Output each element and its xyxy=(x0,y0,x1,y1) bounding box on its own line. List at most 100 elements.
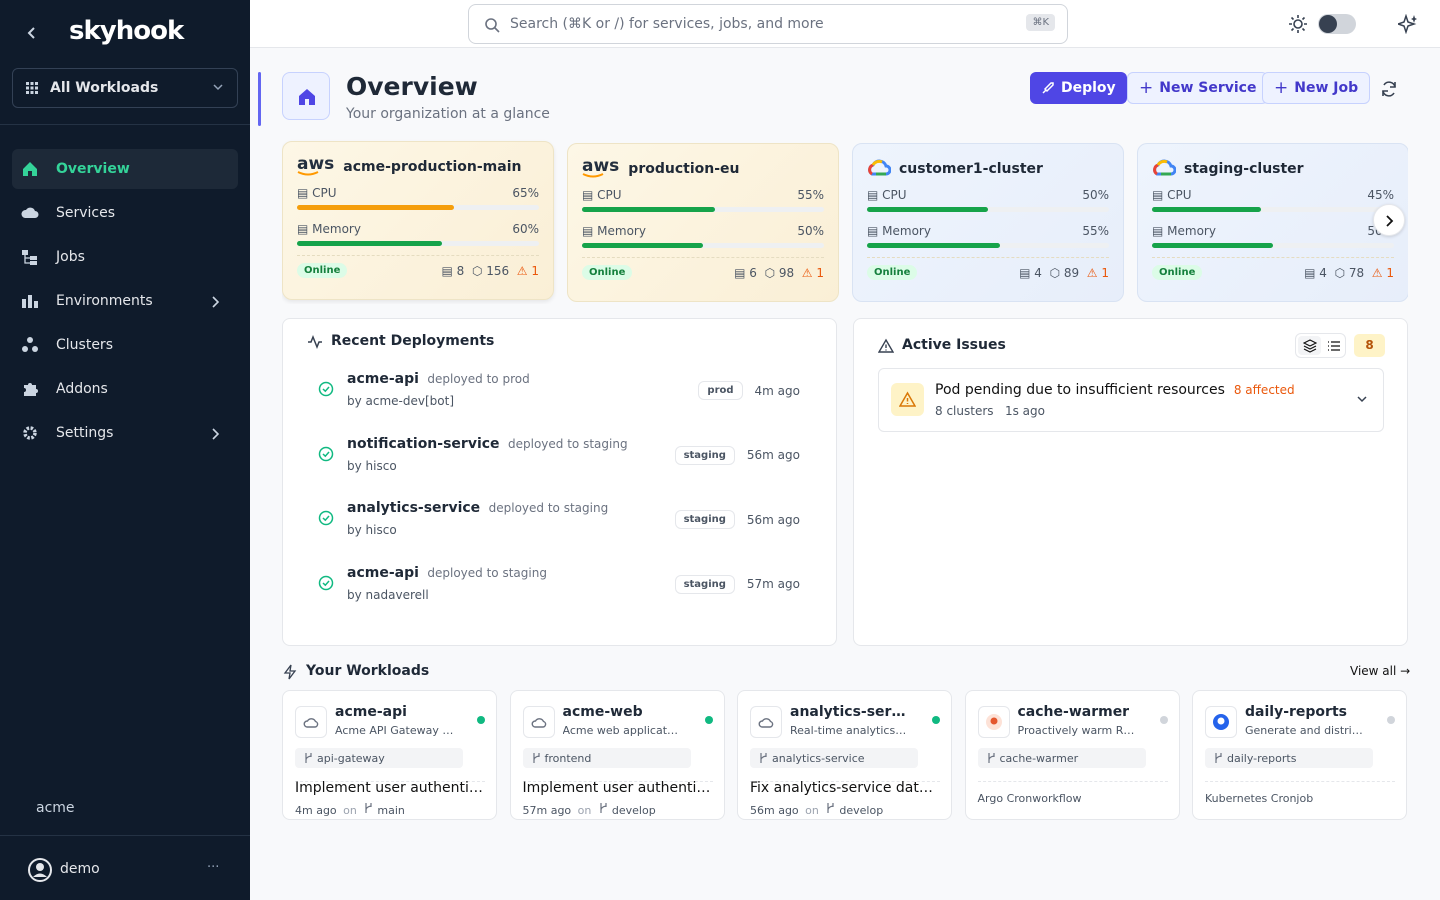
environment-tag: prod xyxy=(707,385,734,396)
commit-on: on xyxy=(805,804,819,817)
nav-item[interactable]: Addons xyxy=(12,369,238,409)
theme-icon xyxy=(1289,15,1307,33)
metric-value: 65% xyxy=(512,186,539,200)
deploy-action: deployed to staging xyxy=(508,436,628,451)
provider-logo: aws xyxy=(297,154,335,174)
deployed-by: by hisco xyxy=(347,458,397,473)
issue-clusters: 8 clusters xyxy=(935,404,994,418)
workload-card[interactable]: analytics-ser… Real-time analytics… anal… xyxy=(737,690,952,820)
metric-value: 50% xyxy=(1082,188,1109,202)
deployment-row[interactable]: acme-api deployed to prod by acme-dev[bo… xyxy=(283,369,836,415)
workload-description: Proactively warm R… xyxy=(1017,724,1135,737)
issue-time: 1s ago xyxy=(1004,404,1045,418)
user-menu[interactable]: ··· xyxy=(207,860,220,875)
workload-card[interactable]: cache-warmer Proactively warm R… cache-w… xyxy=(964,690,1180,820)
metric-label: CPU xyxy=(1167,188,1192,202)
cluster-name: production-eu xyxy=(628,161,740,177)
refresh-button[interactable] xyxy=(1380,80,1398,98)
deploy-action: deployed to staging xyxy=(488,501,609,515)
workload-card[interactable]: daily-reports Generate and distri… daily… xyxy=(1192,690,1407,820)
deployment-row[interactable]: acme-api deployed to staging by nadavere… xyxy=(283,563,836,609)
nav-item[interactable]: Environments xyxy=(12,281,238,321)
deployed-by: by acme-dev[bot] xyxy=(347,394,455,408)
usage-bar xyxy=(297,241,443,246)
nav-item[interactable]: Services xyxy=(12,193,238,233)
search-box[interactable]: Search (⌘K or /) for services, jobs, and… xyxy=(468,4,1068,44)
deployed-by: by nadaverell xyxy=(347,587,429,602)
service-name: analytics-service xyxy=(347,500,481,516)
usage-bar xyxy=(582,243,703,248)
nav-label: Clusters xyxy=(56,337,113,353)
issue-row[interactable]: Pod pending due to insufficient resource… xyxy=(878,368,1384,432)
nav-item[interactable]: Clusters xyxy=(12,325,238,365)
sidebar: skyhook All Workloads Overview Services Jo… xyxy=(0,0,250,900)
cluster-carousel: aws acme-production-main ▤ CPU 65% ▤ Memor… xyxy=(282,138,1408,304)
pod-count: 78 xyxy=(1348,265,1365,280)
workload-card[interactable]: acme-api Acme API Gateway … api-gateway … xyxy=(282,690,497,820)
nav-item[interactable]: Jobs xyxy=(12,237,238,277)
workload-card[interactable]: acme-web Acme web applicat… frontend Imp… xyxy=(509,690,725,820)
nav-label: Overview xyxy=(56,161,130,177)
repo-tag: api-gateway xyxy=(317,751,385,765)
deploy-time: 56m ago xyxy=(746,448,800,462)
page-icon xyxy=(282,72,330,120)
metric-label: CPU xyxy=(312,186,337,200)
deploy-time: 4m ago xyxy=(754,383,800,398)
deployment-row[interactable]: analytics-service deployed to staging by… xyxy=(283,498,836,544)
user-name[interactable]: demo xyxy=(60,861,100,877)
new-service-button[interactable]: + New Service xyxy=(1127,72,1269,104)
provider-logo: aws xyxy=(582,156,620,176)
pod-count: 156 xyxy=(486,263,510,278)
warning-count: 1 xyxy=(816,265,824,280)
panel-title: Recent Deployments xyxy=(331,333,495,349)
org-select[interactable]: acme xyxy=(18,800,75,816)
theme-toggle[interactable] xyxy=(1318,14,1356,34)
org-name: acme xyxy=(36,800,75,816)
branch-name: develop xyxy=(839,804,884,817)
service-name: acme-api xyxy=(347,371,419,387)
view-toggle[interactable] xyxy=(1295,333,1346,358)
search-shortcut: ⌘K xyxy=(1026,14,1055,31)
workload-description: Acme web applicat… xyxy=(562,724,679,737)
user-avatar xyxy=(28,858,52,882)
commit-message: Implement user authenticat… xyxy=(522,780,713,796)
deploy-action: deployed to prod xyxy=(427,372,530,386)
workspace-select[interactable]: All Workloads xyxy=(12,68,238,108)
status-badge: Online xyxy=(874,267,911,278)
deploy-button[interactable]: Deploy xyxy=(1030,72,1127,104)
link-label: View all xyxy=(1350,664,1397,678)
issue-affected: 8 affected xyxy=(1233,383,1295,397)
carousel-next[interactable] xyxy=(1373,204,1405,236)
cluster-card[interactable]: customer1-cluster ▤ CPU 50% ▤ Memory 55% O… xyxy=(852,143,1124,302)
node-count: 4 xyxy=(1319,265,1327,280)
button-label: New Job xyxy=(1294,80,1359,96)
nav-item[interactable]: Settings xyxy=(12,413,238,453)
workload-name: daily-reports xyxy=(1245,704,1347,720)
cluster-card[interactable]: aws production-eu ▤ CPU 55% ▤ Memory 50% On… xyxy=(567,143,839,302)
search-placeholder: Search (⌘K or /) for services, jobs, and… xyxy=(510,16,824,32)
ai-button[interactable] xyxy=(1398,14,1418,34)
cluster-card[interactable]: aws acme-production-main ▤ CPU 65% ▤ Memor… xyxy=(282,141,554,300)
view-all-link[interactable]: View all → xyxy=(1350,664,1411,678)
environment-tag: staging xyxy=(683,449,726,461)
commit-message: Fix analytics-service datab… xyxy=(750,780,940,796)
collapse-button[interactable] xyxy=(24,25,40,41)
metric-label: CPU xyxy=(597,188,622,202)
nav-item[interactable]: Overview xyxy=(12,149,238,189)
deploy-time: 57m ago xyxy=(746,577,800,591)
deployment-row[interactable]: notification-service deployed to staging… xyxy=(283,434,836,480)
workload-description: Acme API Gateway … xyxy=(335,724,454,737)
new-job-button[interactable]: + New Job xyxy=(1262,72,1371,104)
pod-count: 98 xyxy=(778,265,795,280)
section-title: Your Workloads xyxy=(306,663,430,679)
recent-deployments: Recent Deployments acme-api deployed to … xyxy=(282,318,837,646)
warning-count: 1 xyxy=(1386,265,1394,280)
pod-count: 89 xyxy=(1063,265,1080,280)
nav-label: Addons xyxy=(56,381,108,397)
workload-description: Real-time analytics… xyxy=(790,724,907,737)
metric-value: 45% xyxy=(1367,188,1394,202)
commit-time: 56m ago xyxy=(750,804,799,817)
warning-count: 1 xyxy=(1101,265,1109,280)
